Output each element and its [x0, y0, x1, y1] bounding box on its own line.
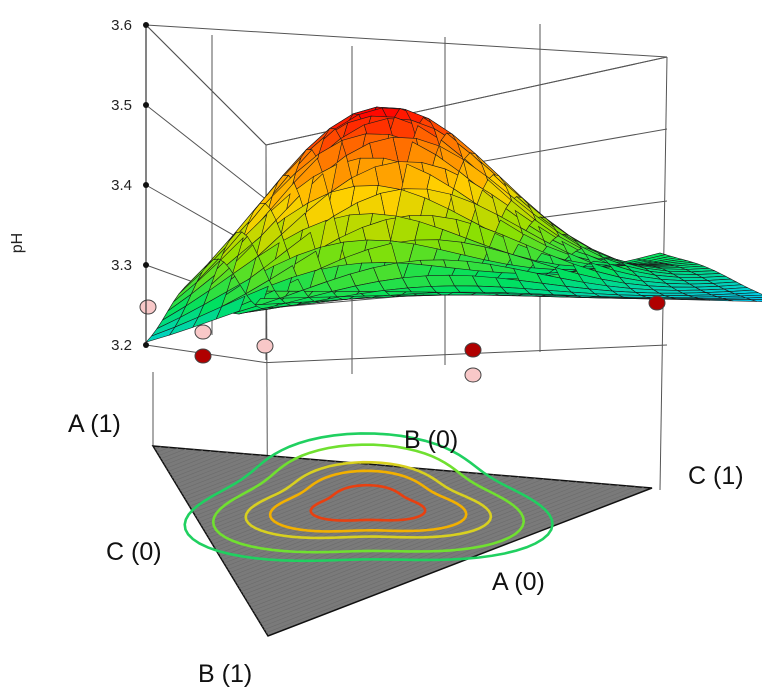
- z-tick-mark: [143, 342, 149, 348]
- floor-hatch: [264, 486, 636, 630]
- floor-hatch: [218, 469, 436, 554]
- contour-line: [268, 469, 468, 533]
- floor-hatch: [164, 449, 204, 466]
- label-b-low: B (0): [404, 426, 458, 454]
- floor-hatch: [168, 451, 220, 472]
- floor-hatch: [244, 479, 553, 599]
- surface-patch: [238, 308, 268, 315]
- z-axis-label: pH: [9, 233, 26, 253]
- contour-line: [211, 443, 526, 554]
- floor-hatch: [166, 450, 212, 469]
- floor-hatch: [170, 452, 228, 475]
- floor-hatch: [185, 457, 295, 501]
- floor-hatch: [193, 460, 328, 513]
- grid-edge: [145, 24, 668, 58]
- contour-lines: [183, 432, 554, 563]
- floor-hatch: [210, 466, 403, 542]
- floor-hatch: [177, 454, 262, 488]
- floor-hatch: [262, 485, 628, 627]
- z-tick-label: 3.5: [111, 97, 132, 114]
- contour-line: [244, 460, 493, 540]
- floor-hatch: [216, 468, 428, 551]
- floor-hatch: [156, 447, 170, 453]
- z-tick-mark: [143, 22, 149, 28]
- z-tick-mark: [143, 182, 149, 188]
- design-points-below: [139, 299, 482, 383]
- floor-hatch: [248, 480, 569, 605]
- floor-hatch: [162, 449, 195, 463]
- floor-hatch: [219, 470, 445, 558]
- floor-hatch: [208, 466, 395, 539]
- z-tick-label: 3.2: [111, 337, 132, 354]
- label-c-high: C (1): [688, 462, 744, 490]
- contour-line: [183, 432, 554, 563]
- floor-hatch: [214, 468, 420, 548]
- floor-hatch: [239, 477, 528, 589]
- design-point-below: [139, 299, 157, 315]
- floor-hatch: [191, 459, 320, 510]
- design-point-above: [464, 342, 482, 358]
- label-c-low: C (0): [106, 538, 162, 566]
- floor-hatch: [241, 477, 536, 592]
- design-points-above: [194, 295, 666, 364]
- floor-hatch: [198, 462, 353, 523]
- surface-patch: [751, 299, 762, 302]
- design-point-below: [194, 324, 212, 340]
- floor-hatch: [172, 452, 237, 478]
- grid-line: [145, 24, 668, 146]
- surface-patch: [145, 326, 176, 343]
- z-tick-mark: [143, 262, 149, 268]
- z-tick-label: 3.6: [111, 17, 132, 34]
- design-point-above: [648, 295, 666, 311]
- floor-hatch: [221, 470, 453, 561]
- floor-hatch: [173, 453, 245, 482]
- label-b-high: B (1): [198, 660, 252, 688]
- floor-hatch: [154, 446, 162, 450]
- grid-line: [145, 344, 668, 364]
- floor-hatch: [179, 455, 270, 491]
- floor-hatch: [206, 465, 386, 535]
- z-tick-label: 3.3: [111, 257, 132, 274]
- contour-line: [309, 483, 427, 522]
- surface-patch: [677, 276, 709, 281]
- floor-hatch: [202, 463, 370, 529]
- floor-hatch: [252, 482, 586, 611]
- label-a-low: A (0): [492, 568, 545, 596]
- floor-hatch: [158, 447, 179, 456]
- design-point-below: [464, 367, 482, 383]
- z-tick-mark: [143, 102, 149, 108]
- floor-hatch: [212, 467, 411, 545]
- floor-hatch: [175, 454, 253, 485]
- floor-hatch: [229, 473, 486, 573]
- floor-hatch: [250, 481, 578, 608]
- floor-hatch: [183, 456, 287, 497]
- response-surface: [145, 106, 762, 343]
- design-point-below: [256, 338, 274, 354]
- z-tick-label: 3.4: [111, 177, 132, 194]
- label-a-high: A (1): [68, 410, 121, 438]
- design-point-above: [194, 348, 212, 364]
- floor-hatch: [260, 484, 619, 624]
- z-axis-ticks: 3.2 3.3 3.4 3.5 3.6: [111, 17, 149, 354]
- floor-hatch: [160, 448, 187, 459]
